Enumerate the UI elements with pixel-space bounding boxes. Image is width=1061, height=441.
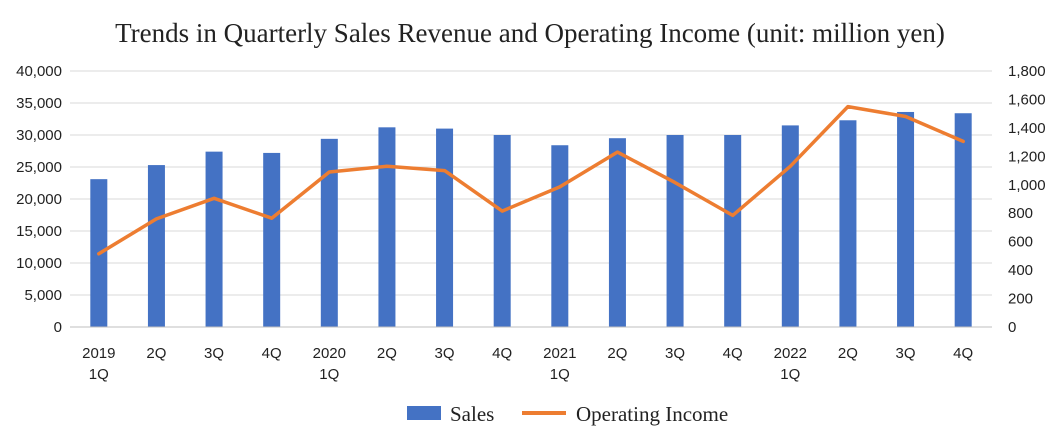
sales-bar [263,152,281,327]
operating-income-line [97,104,965,256]
left-tick-label: 0 [54,319,62,336]
left-tick-label: 15,000 [16,223,62,240]
category-label: 2020 [313,345,346,362]
sales-bar [205,151,223,327]
left-tick-label: 25,000 [16,159,62,176]
left-axis: 0 5,000 10,000 15,000 20,000 25,000 30,000 35,0… [16,63,62,336]
category-label: 1Q [319,366,339,383]
left-tick-label: 20,000 [16,191,62,208]
sales-bar [147,165,165,327]
legend: Sales Operating Income [407,402,728,426]
x-axis: 2019 1Q 2Q 3Q 4Q 2020 1Q 2Q 3Q 4Q 2021 1Q 2Q 3Q 4Q 2022… [70,326,992,383]
sales-bar [608,138,626,327]
category-label: 1Q [780,366,800,383]
category-label: 1Q [550,366,570,383]
category-label: 3Q [665,345,685,362]
category-label: 2Q [607,345,627,362]
category-label: 2019 [82,345,115,362]
right-tick-label: 200 [1008,291,1033,308]
category-label: 4Q [723,345,743,362]
right-tick-label: 1,400 [1008,120,1046,137]
sales-bar [781,125,799,328]
sales-bar [493,135,511,327]
sales-bar [436,128,454,327]
category-label: 3Q [204,345,224,362]
left-tick-label: 40,000 [16,63,62,80]
category-label: 4Q [492,345,512,362]
right-tick-label: 1,800 [1008,63,1046,80]
right-tick-label: 0 [1008,319,1016,336]
category-label: 3Q [435,345,455,362]
category-label: 1Q [89,366,109,383]
left-tick-label: 30,000 [16,127,62,144]
legend-sales-label: Sales [450,402,494,426]
left-tick-label: 10,000 [16,255,62,272]
right-tick-label: 800 [1008,205,1033,222]
category-label: 4Q [262,345,282,362]
sales-bar [378,127,396,327]
right-tick-label: 600 [1008,234,1033,251]
sales-bar [666,135,684,327]
category-label: 2Q [146,345,166,362]
right-tick-label: 1,600 [1008,91,1046,108]
category-label: 2Q [377,345,397,362]
right-tick-label: 1,000 [1008,177,1046,194]
sales-bar [724,135,742,327]
category-label: 2021 [543,345,576,362]
right-tick-label: 1,200 [1008,148,1046,165]
sales-bar [551,145,569,327]
grid [70,70,992,296]
category-label: 2022 [774,345,807,362]
sales-bars [90,111,972,328]
left-tick-label: 5,000 [24,287,62,304]
legend-operating-income-label: Operating Income [576,402,728,426]
category-label: 3Q [896,345,916,362]
sales-bar [897,111,915,328]
legend-sales-swatch [407,406,441,420]
category-label: 4Q [953,345,973,362]
operating-income-line-group [97,104,965,256]
chart-title: Trends in Quarterly Sales Revenue and Op… [115,18,945,48]
sales-bar [839,120,857,327]
sales-bar [320,138,338,327]
right-tick-label: 400 [1008,262,1033,279]
sales-bar [954,113,972,328]
left-tick-label: 35,000 [16,95,62,112]
category-label: 2Q [838,345,858,362]
right-axis: 0 200 400 600 800 1,000 1,200 1,400 1,600 1,800 [1008,63,1046,336]
